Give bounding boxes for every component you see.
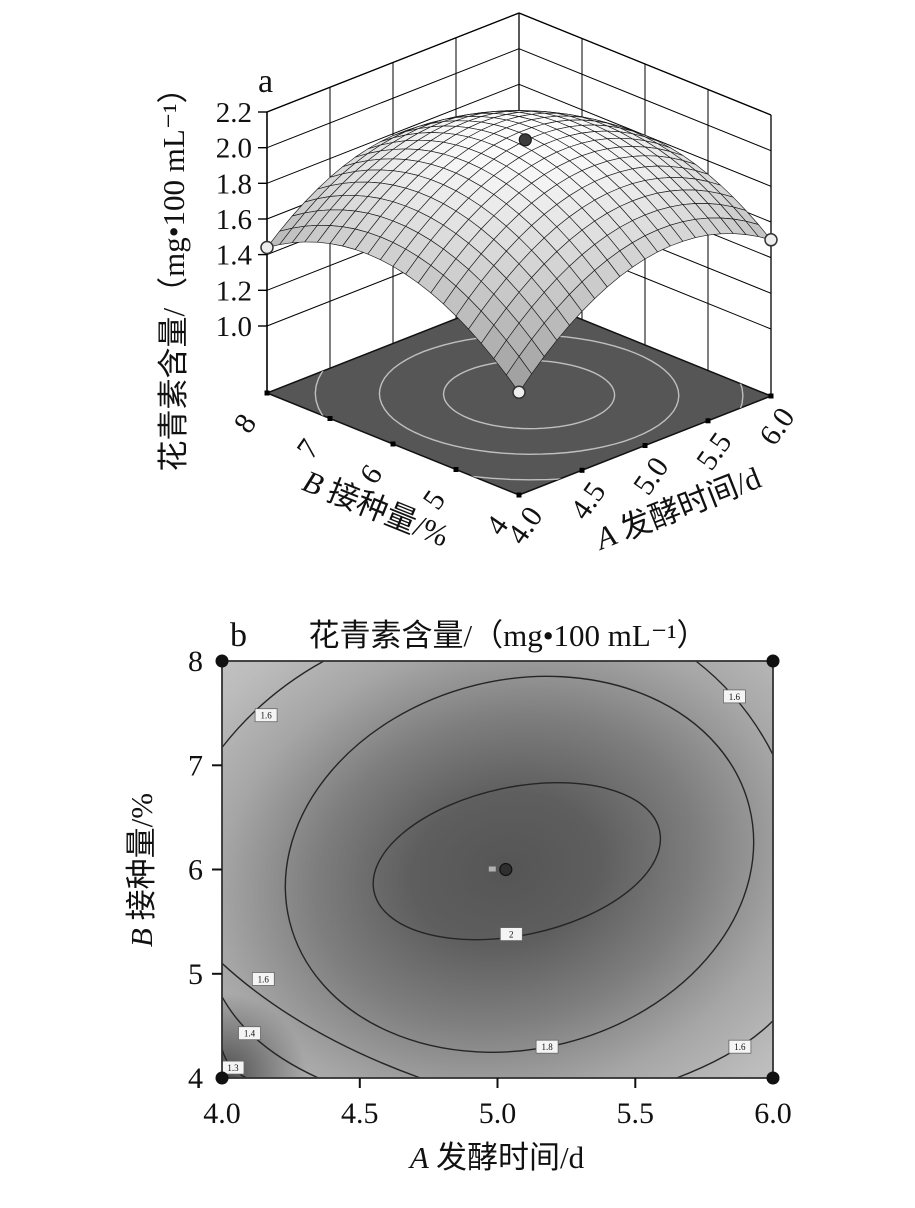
contour-level-label: 2: [509, 930, 514, 940]
panel-b-title: 花青素含量/（mg•100 mL⁻¹）: [308, 618, 707, 653]
axis-ticks: [212, 764, 637, 1088]
contour-lines: [221, 660, 774, 1079]
contour-level-label: 1.3: [227, 1063, 239, 1073]
y-axis-tick-label: 8: [188, 645, 203, 678]
z-axis-tick-label: 2.0: [216, 133, 252, 165]
panel-b-tag: b: [230, 617, 247, 654]
x-axis-tick-label: 6.0: [754, 1097, 792, 1130]
contour-level-label: 1.6: [258, 975, 270, 985]
design-point-marker: [215, 654, 229, 668]
contour-level-label: 1.6: [734, 1042, 746, 1052]
z-axis-tick-label: 1.6: [216, 204, 252, 236]
center-point-marker: [499, 862, 513, 877]
design-point-marker: [766, 654, 780, 668]
x-axis-tick-label: 5.5: [617, 1097, 655, 1130]
z-axis-tick-label: 1.4: [216, 240, 253, 272]
y-axis-tick-label: 4: [188, 1062, 203, 1095]
center-point-flag: [488, 866, 496, 872]
panel-b-contour-plot: 2 1.8 1.6 1.6 1.6 1.6 1.4 1.3 4.0 4.5 5.0 5.5 6.0 8 7 6…: [124, 617, 792, 1175]
response-surface-mesh: [266, 110, 772, 393]
contour-level-label: 1.6: [729, 692, 741, 702]
x-axis-title-contour: A 发酵时间/d: [408, 1140, 585, 1175]
surface-corner-marker: [260, 240, 274, 255]
x-axis-tick-label: 5.0: [479, 1097, 517, 1130]
x-axis-tick-label: 4.5: [341, 1097, 379, 1130]
y-axis-tick-label: 5: [188, 958, 203, 991]
design-point-marker: [766, 1071, 780, 1085]
z-axis-title: 花青素含量/（mg•100 mL⁻¹）: [156, 72, 191, 471]
a-axis-tick-label: 6.0: [753, 402, 802, 452]
contour-level-label: 1.4: [244, 1029, 256, 1039]
contour-level-label: 1.8: [541, 1042, 553, 1052]
contour-labels: 2 1.8 1.6 1.6 1.6 1.6 1.4 1.3: [221, 689, 752, 1075]
panel-a-surface-plot: 4.0 4.5 5.0 5.5 6.0876542.22.01.81.61.41.21.…: [156, 12, 802, 557]
surface-corner-marker: [764, 233, 778, 247]
y-axis-title-contour: B 接种量/%: [124, 793, 159, 947]
b-axis-tick-label: 7: [290, 433, 326, 464]
optimum-point-marker: [518, 133, 532, 147]
z-axis-tick-label: 1.8: [216, 168, 252, 200]
floor-axis-ticks: [264, 390, 774, 498]
panel-a-tag: a: [258, 63, 273, 100]
y-axis-tick-label: 6: [188, 854, 203, 887]
z-axis-tick-label: 1.2: [216, 275, 252, 307]
y-axis-tick-label: 7: [188, 749, 203, 782]
surface-corner-marker: [512, 385, 526, 400]
contour-level-label: 1.6: [260, 711, 272, 721]
low-corner-shading: [222, 661, 773, 1078]
z-axis-tick-label: 1.0: [216, 311, 252, 343]
b-axis-tick-label: 4: [479, 510, 515, 541]
x-axis-tick-label: 4.0: [203, 1097, 241, 1130]
design-point-marker: [215, 1071, 229, 1085]
z-axis-tick-label: 2.2: [216, 97, 252, 129]
b-axis-tick-label: 8: [227, 408, 263, 439]
a-axis-title: A 发酵时间/d: [589, 460, 766, 557]
